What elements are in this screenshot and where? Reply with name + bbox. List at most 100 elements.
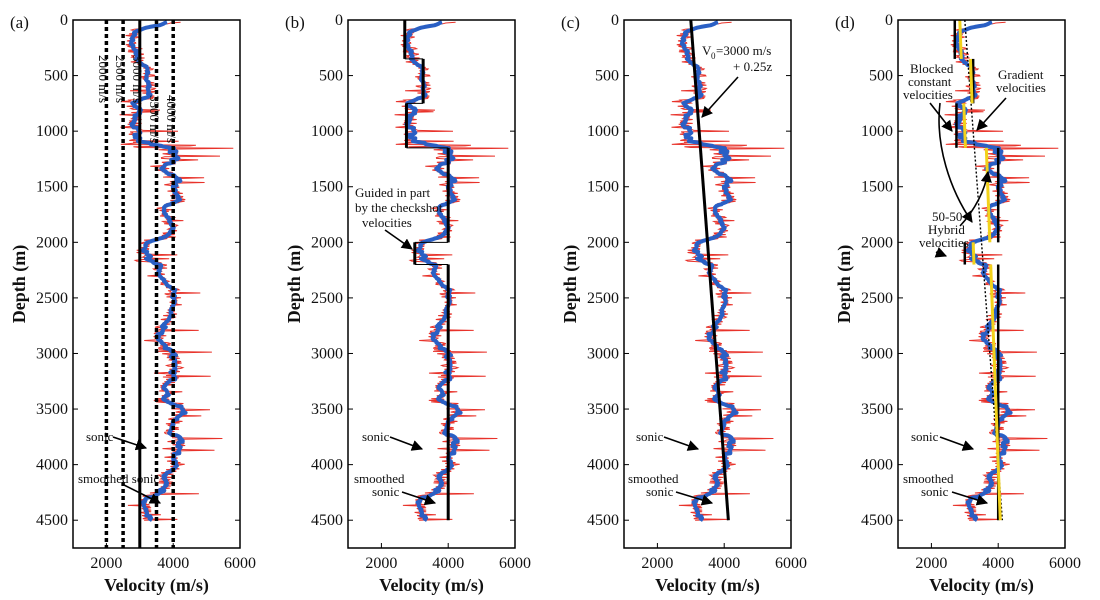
y-tick-label: 3500 (861, 401, 893, 418)
panel-label: (b) (285, 13, 305, 32)
arrow-sonic-b (389, 436, 424, 451)
x-tick-label: 2000 (365, 555, 397, 572)
arrow-hybrid-2 (934, 247, 948, 258)
panel-a-annotations: 2000 m/s 2500 m/s 3000 m/s 3500 m/s 4000… (78, 55, 179, 504)
y-tick-label: 2500 (36, 290, 68, 307)
x-tick-label: 4000 (708, 555, 740, 572)
label-guided-1: Guided in part (355, 185, 430, 200)
x-tick-label: 6000 (499, 555, 531, 572)
label-sonic2-c: sonic (646, 484, 674, 499)
arrow-blocked-2 (938, 102, 973, 223)
panel-b-annotations: Guided in part by the checkshot velociti… (354, 185, 443, 506)
y-tick-label: 4000 (36, 457, 68, 474)
label-smoothed-d: smoothed (903, 471, 954, 486)
label-2500ms: 2500 m/s (113, 55, 128, 103)
y-tick-label: 3500 (311, 401, 343, 418)
x-tick-label: 4000 (982, 555, 1014, 572)
label-smoothed-b: smoothed (354, 471, 405, 486)
arrow-sonic-d (939, 436, 975, 451)
label-hybrid-1: 50-50 (932, 209, 962, 224)
label-gradient-1: Gradient (998, 67, 1044, 82)
y-tick-label: 1500 (311, 179, 343, 196)
y-axis-label: Depth (m) (284, 245, 305, 324)
panel-label: (c) (561, 13, 580, 32)
label-2000ms: 2000 m/s (96, 55, 111, 103)
label-hybrid-3: velocities (919, 235, 969, 250)
y-tick-label: 3000 (861, 345, 893, 362)
arrow-smoothed-d (951, 491, 989, 506)
plot-frame (72, 19, 241, 549)
arrow-smoothed-b (401, 491, 437, 506)
y-tick-label: 500 (869, 68, 893, 85)
y-tick-label: 1000 (587, 123, 619, 140)
y-tick-label: 2000 (36, 234, 68, 251)
label-v0-sub: 0 (711, 51, 716, 61)
y-tick-label: 0 (885, 12, 893, 29)
label-guided-2: by the checkshot (355, 200, 443, 215)
y-tick-label: 0 (335, 12, 343, 29)
panel-b: (b) 0 500 1000 1500 2000 2500 3000 3500 4000 4500 2… (284, 12, 531, 596)
label-v0: V (702, 43, 712, 58)
x-tick-label: 4000 (432, 555, 464, 572)
panel-d-annotations: Blocked constant velocities Gradient vel… (903, 61, 1046, 506)
y-tick-label: 3500 (587, 401, 619, 418)
smoothed-sonic-series (953, 20, 1013, 522)
y-tick-label: 4000 (861, 457, 893, 474)
x-tick-label: 4000 (157, 555, 189, 572)
label-blocked-2: constant (908, 74, 952, 89)
y-tick-label: 2500 (311, 290, 343, 307)
x-tick-label: 2000 (641, 555, 673, 572)
panel-c: (c) 0 500 1000 1500 2000 2500 3000 3500 4000 4500 2… (560, 12, 807, 596)
y-tick-label: 3000 (311, 345, 343, 362)
y-tick-label: 2500 (861, 290, 893, 307)
arrow-smoothed-c (675, 491, 714, 506)
x-axis-label: Velocity (m/s) (655, 575, 760, 596)
y-tick-label: 4500 (311, 512, 343, 529)
x-tick-label: 6000 (1049, 555, 1081, 572)
panel-c-annotations: V 0 =3000 m/s + 0.25z sonic smoothed son… (628, 43, 772, 506)
arrow-sonic (112, 436, 148, 451)
label-sonic-c: sonic (636, 429, 664, 444)
y-tick-label: 500 (319, 68, 343, 85)
y-tick-label: 1000 (861, 123, 893, 140)
y-tick-label: 4000 (311, 457, 343, 474)
y-tick-label: 500 (595, 68, 619, 85)
label-gradient: + 0.25z (733, 59, 772, 74)
y-tick-label: 1000 (36, 123, 68, 140)
label-smoothed-c: smoothed (628, 471, 679, 486)
y-tick-label: 2000 (861, 234, 893, 251)
label-sonic2-d: sonic (921, 484, 949, 499)
y-tick-label: 4500 (36, 512, 68, 529)
y-tick-label: 4500 (861, 512, 893, 529)
hybrid-velocity-0 (958, 19, 963, 59)
y-axis-label: Depth (m) (560, 245, 581, 324)
smoothed-sonic-series (403, 20, 463, 522)
y-tick-label: 1500 (36, 179, 68, 196)
plot-frame (623, 19, 792, 549)
y-tick-label: 1500 (587, 179, 619, 196)
y-tick-label: 2000 (587, 234, 619, 251)
y-tick-label: 3000 (36, 345, 68, 362)
label-guided-3: velocities (362, 215, 412, 230)
label-sonic-b: sonic (362, 429, 390, 444)
arrow-sonic-c (663, 436, 700, 451)
y-tick-label: 500 (44, 68, 68, 85)
panel-d: (d) 0 500 1000 1500 2000 2500 3000 3500 4000 4500 2… (834, 12, 1081, 596)
y-tick-label: 2500 (587, 290, 619, 307)
smoothed-sonic-series (128, 20, 188, 522)
arrow-gradient (701, 76, 739, 118)
label-sonic-d: sonic (911, 429, 939, 444)
label-4000ms: 4000 m/s (164, 95, 179, 143)
y-tick-label: 0 (60, 12, 68, 29)
hybrid-velocity-3 (984, 147, 992, 243)
label-smoothed-sonic-1: smoothed sonic (78, 471, 159, 486)
label-blocked-1: Blocked (910, 61, 954, 76)
panel-label: (a) (10, 13, 29, 32)
y-tick-label: 1500 (861, 179, 893, 196)
x-tick-label: 6000 (224, 555, 256, 572)
plot-frame (347, 19, 516, 549)
label-hybrid-2: Hybrid (928, 222, 965, 237)
y-axis-label: Depth (m) (9, 245, 30, 324)
arrow-guided (384, 229, 413, 250)
arrow-smoothed-sonic (123, 484, 162, 504)
